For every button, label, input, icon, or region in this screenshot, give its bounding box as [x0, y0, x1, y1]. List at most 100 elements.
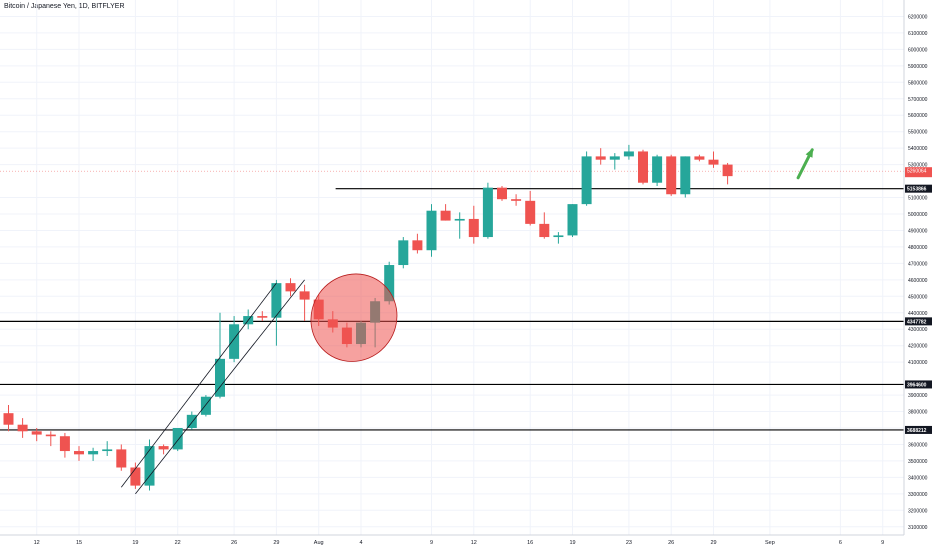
y-tick-label: 5700000 — [908, 97, 928, 103]
price-level-badge — [905, 184, 932, 193]
candle-down — [59, 436, 70, 452]
y-tick-label: 3500000 — [908, 459, 928, 465]
y-tick-label: 3600000 — [908, 442, 928, 448]
candle-down — [45, 434, 56, 437]
y-tick-label: 4900000 — [908, 228, 928, 234]
candle-up — [200, 396, 211, 415]
y-tick-label: 4400000 — [908, 311, 928, 317]
current-price-label: 5260064 — [907, 169, 927, 175]
candle-up — [215, 358, 225, 397]
price-level-badge — [905, 317, 932, 326]
y-tick-label: 6100000 — [908, 31, 928, 37]
candle-up — [229, 324, 240, 359]
y-tick-label: 4600000 — [908, 278, 928, 284]
x-tick-label: 9 — [881, 540, 884, 546]
candle-down — [525, 200, 536, 224]
candle-up — [581, 156, 592, 205]
candle-up — [144, 446, 155, 486]
symbol-title: Bitcoin / Japanese Yen, 1D, BITFLYER — [4, 3, 125, 10]
candle-down — [74, 451, 84, 455]
candle-down — [116, 449, 127, 468]
y-tick-label: 3200000 — [908, 508, 928, 514]
price-level-label: 4347782 — [907, 319, 927, 325]
price-level-label: 3688212 — [907, 428, 927, 434]
candle-down — [31, 431, 42, 435]
x-tick-label: 4 — [359, 540, 362, 546]
y-tick-label: 4800000 — [908, 245, 928, 251]
candle-down — [694, 156, 705, 160]
price-axis[interactable]: 6200000 6100000 6000000 5900000 5800000 57000… — [903, 0, 932, 535]
x-tick-label: 19 — [132, 540, 138, 546]
trend-channel-line — [135, 279, 305, 495]
y-tick-label: 3400000 — [908, 475, 928, 481]
candle-down — [285, 283, 296, 292]
candle-up — [482, 187, 493, 238]
x-tick-label: 22 — [175, 540, 181, 546]
candle-down — [666, 156, 677, 195]
candle-down — [511, 199, 522, 201]
candle-up — [567, 204, 578, 236]
price-level-label: 5153866 — [907, 187, 927, 193]
y-tick-label: 3900000 — [908, 393, 928, 399]
candle-up — [172, 428, 183, 450]
candle-down — [257, 316, 268, 318]
candle-up — [186, 414, 197, 428]
time-axis[interactable]: 12 15 19 22 26 29 Aug 4 9 12 16 19 23 26 29 Sep 6 9 — [0, 534, 904, 546]
y-tick-label: 5800000 — [908, 80, 928, 86]
candle-down — [440, 210, 451, 221]
y-tick-label: 5000000 — [908, 212, 928, 218]
candle-up — [398, 240, 409, 266]
x-tick-label: 19 — [569, 540, 575, 546]
y-tick-label: 3300000 — [908, 492, 928, 498]
grid-lines — [0, 0, 904, 535]
price-level-badge — [905, 380, 932, 389]
x-tick-label: 15 — [76, 540, 82, 546]
annotations — [120, 148, 814, 495]
y-tick-label: 5100000 — [908, 196, 928, 202]
x-tick-label: 29 — [710, 540, 716, 546]
candle-up — [652, 156, 663, 183]
candle-down — [299, 291, 310, 300]
y-tick-label: 5600000 — [908, 113, 928, 119]
candle-up — [271, 283, 282, 318]
price-level-badge — [905, 425, 932, 434]
candle-up — [88, 451, 99, 455]
candle-down — [595, 156, 606, 160]
x-tick-label: 26 — [668, 540, 674, 546]
candle-up — [454, 218, 465, 221]
candle-down — [708, 159, 719, 165]
x-tick-label: 26 — [231, 540, 237, 546]
y-tick-label: 5400000 — [908, 146, 928, 152]
candle-down — [722, 164, 733, 177]
x-tick-label: 12 — [471, 540, 477, 546]
x-tick-label: 16 — [527, 540, 533, 546]
x-tick-label: Aug — [314, 540, 324, 546]
candle-up — [609, 156, 620, 160]
x-tick-label: 12 — [34, 540, 40, 546]
x-tick-label: 29 — [273, 540, 279, 546]
candle-down — [468, 218, 479, 238]
y-tick-label: 3800000 — [908, 410, 928, 416]
highlight-ellipse — [310, 273, 398, 362]
y-tick-label: 6200000 — [908, 14, 928, 20]
x-tick-label: 23 — [626, 540, 632, 546]
y-tick-label: 4500000 — [908, 294, 928, 300]
candle-down — [158, 446, 169, 450]
horizontal-levels[interactable] — [0, 170, 904, 431]
trend-channel-line — [120, 282, 277, 488]
x-tick-label: 9 — [430, 540, 433, 546]
candle-down — [130, 467, 141, 486]
candle-down — [17, 424, 28, 432]
y-tick-label: 4300000 — [908, 327, 928, 333]
y-tick-label: 4700000 — [908, 261, 928, 267]
current-price-badge — [905, 167, 932, 178]
y-tick-label: 5900000 — [908, 64, 928, 70]
candle-down — [3, 413, 14, 425]
candle-up — [384, 265, 395, 302]
y-tick-label: 3100000 — [908, 525, 928, 531]
x-tick-label: Sep — [765, 540, 775, 546]
candle-down — [539, 223, 550, 238]
candle-up — [680, 156, 691, 195]
y-tick-label: 5500000 — [908, 130, 928, 136]
